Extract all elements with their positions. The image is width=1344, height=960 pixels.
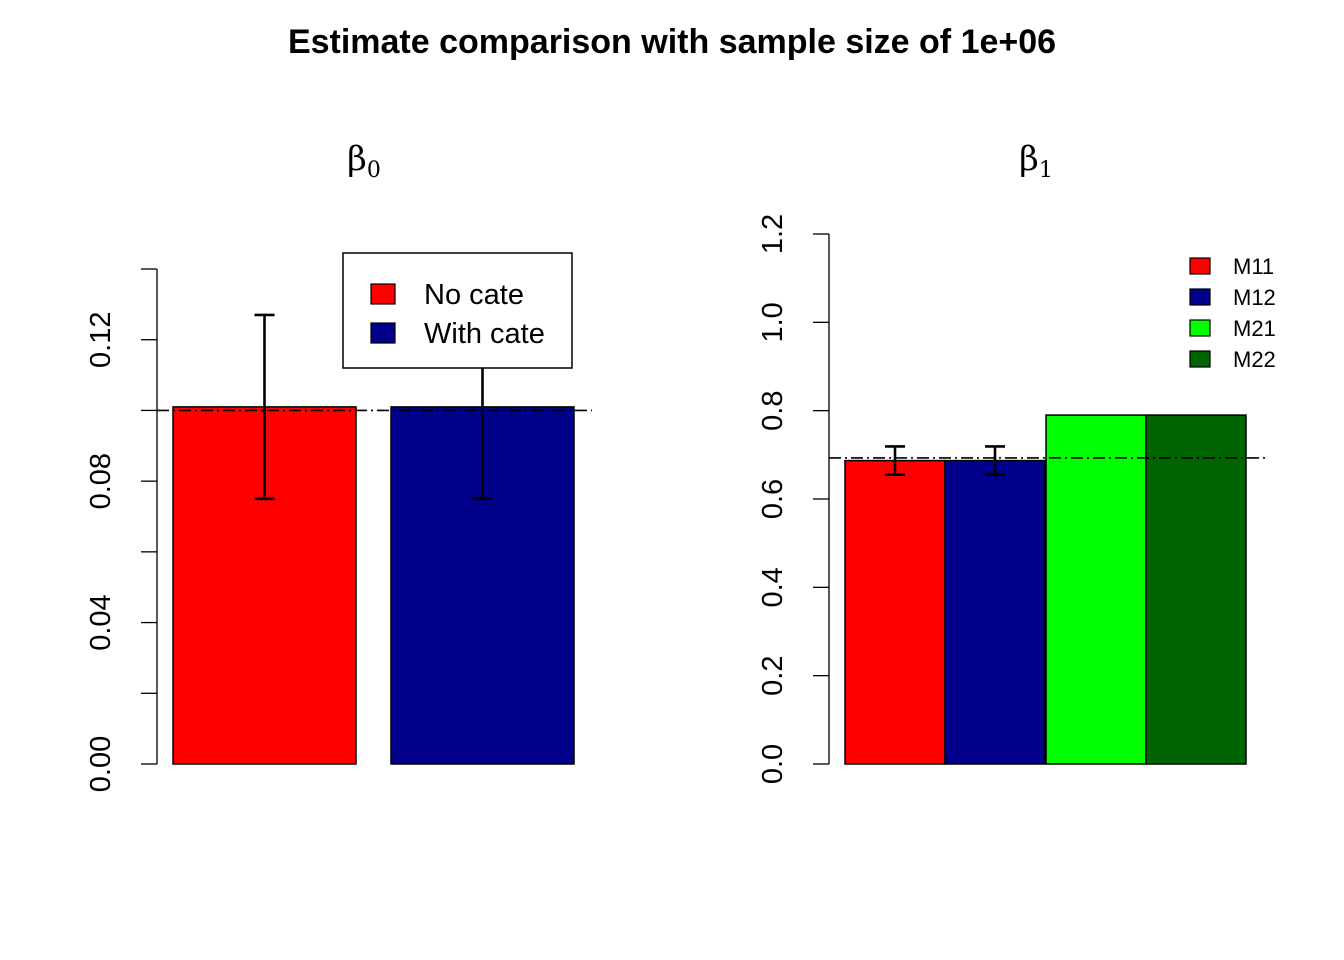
chart-beta1-bar-m11 (844, 459, 946, 765)
chart-beta0-legend-box (342, 252, 573, 369)
chart-beta0: β0 0.00 0.04 0.08 0.12 No cate With cate (85, 139, 592, 792)
chart-beta0-legend-swatch-with-cate (370, 322, 396, 344)
chart-beta1-y-tick-label: 1.2 (757, 214, 789, 254)
chart-beta0-y-tick-label: 0.12 (85, 311, 117, 367)
chart-beta0-title-symbol: β (347, 139, 367, 179)
chart-beta1-legend-swatch-m21 (1189, 319, 1211, 337)
chart-beta1-bar-m21 (1045, 414, 1147, 765)
chart-beta1-bar-m12 (944, 459, 1046, 765)
chart-beta1-title: β1 (1019, 139, 1053, 183)
chart-beta0-legend: No cate With cate (342, 252, 573, 369)
chart-beta1-legend-swatch-m12 (1189, 288, 1211, 306)
chart-beta1-legend-swatch-m11 (1189, 257, 1211, 275)
chart-beta0-legend-swatch-no-cate (370, 283, 396, 305)
chart-beta1-y-tick-label: 0.2 (757, 656, 789, 696)
chart-beta1-legend: M11 M12 M21 M22 (1189, 254, 1276, 372)
chart-beta1-error-bars (885, 445, 1005, 477)
chart-beta1-legend-swatch-m22 (1189, 350, 1211, 368)
chart-beta0-y-tick-label: 0.04 (85, 594, 117, 650)
chart-beta1-y-tick-label: 0.0 (757, 744, 789, 784)
chart-beta1-y-tick-label: 0.4 (757, 567, 789, 607)
chart-beta1-title-symbol: β (1019, 139, 1039, 179)
chart-beta1-legend-label-m22: M22 (1233, 347, 1276, 372)
chart-beta1: β1 0.0 0.2 0.4 0.6 0.8 1.0 1.2 M11 M12 M21 M22 (757, 139, 1276, 784)
chart-beta1-bar-m22 (1145, 414, 1247, 765)
chart-beta0-title-subscript: 0 (367, 158, 381, 183)
chart-beta0-y-tick-label: 0.00 (85, 736, 117, 792)
chart-beta0-title: β0 (347, 139, 381, 183)
chart-beta1-bars (844, 414, 1247, 765)
chart-beta0-legend-label-with-cate: With cate (424, 318, 545, 350)
chart-beta1-legend-label-m11: M11 (1233, 254, 1274, 279)
chart-beta1-y-tick-label: 1.0 (757, 302, 789, 342)
chart-beta1-legend-label-m12: M12 (1233, 285, 1276, 310)
chart-beta0-y-axis: 0.00 0.04 0.08 0.12 (85, 268, 158, 792)
chart-beta1-legend-label-m21: M21 (1233, 316, 1276, 341)
chart-beta1-title-subscript: 1 (1039, 158, 1053, 183)
chart-beta1-y-tick-label: 0.8 (757, 391, 789, 431)
chart-beta1-y-tick-label: 0.6 (757, 479, 789, 519)
chart-beta0-legend-label-no-cate: No cate (424, 279, 524, 311)
figure-title: Estimate comparison with sample size of … (288, 23, 1056, 61)
chart-beta0-y-tick-label: 0.08 (85, 453, 117, 509)
chart-beta1-y-axis: 0.0 0.2 0.4 0.6 0.8 1.0 1.2 (757, 214, 830, 784)
